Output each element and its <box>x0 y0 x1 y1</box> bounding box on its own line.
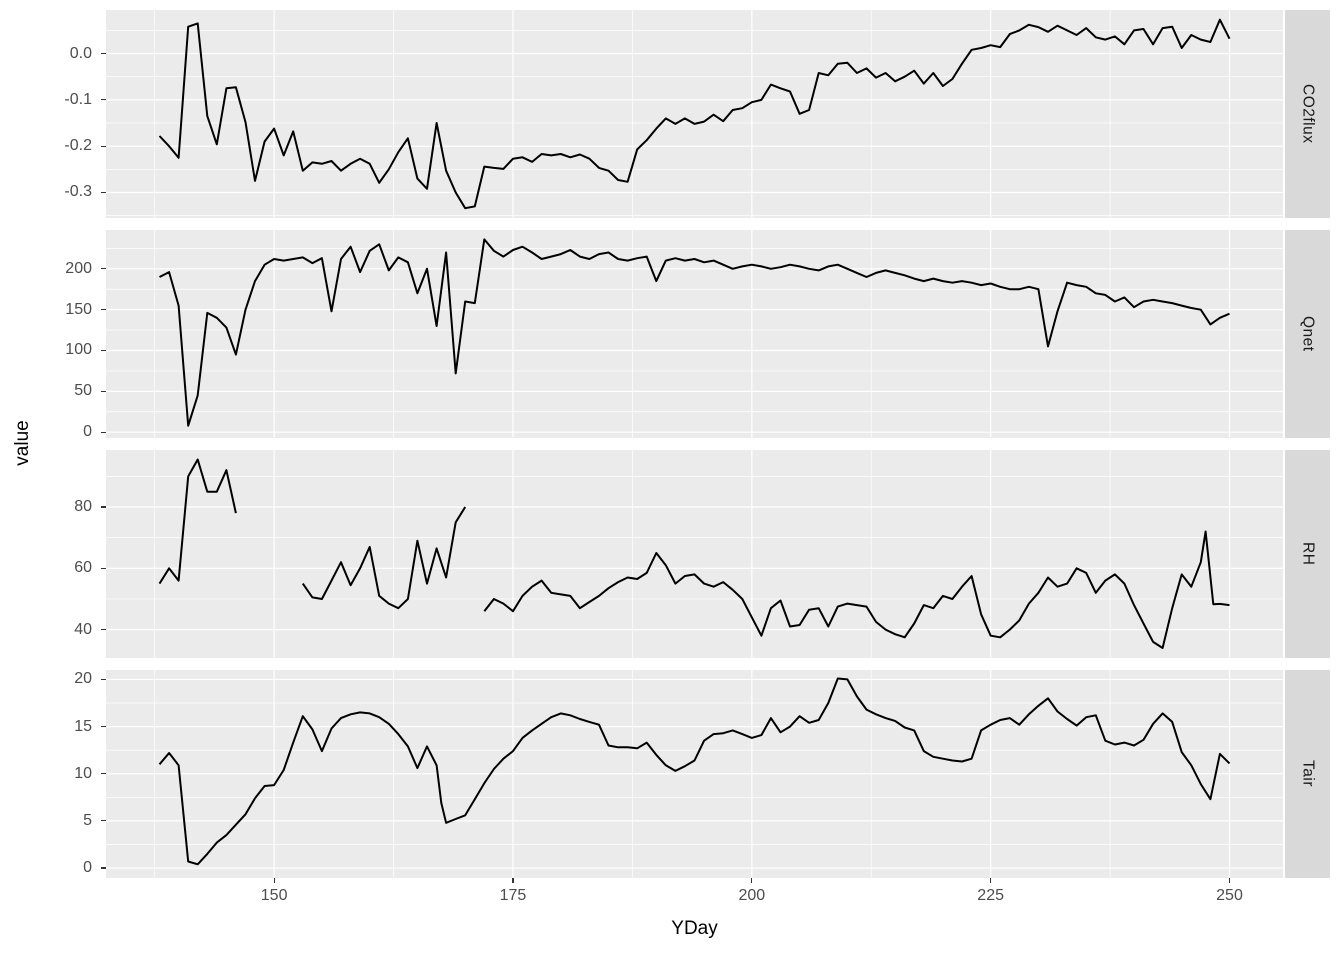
series-line-RH <box>483 530 1230 649</box>
x-tick-label: 175 <box>499 886 527 904</box>
x-tick-mark <box>512 877 514 883</box>
y-tick-label: -0.2 <box>64 137 92 155</box>
y-tick-label: 100 <box>65 341 92 359</box>
y-tick-mark <box>101 629 106 631</box>
facet-strip-label: CO2flux <box>1299 84 1317 144</box>
x-tick-label: 225 <box>977 886 1004 904</box>
y-tick-label: 0 <box>83 423 92 441</box>
y-tick-mark <box>101 820 106 822</box>
y-tick-label: -0.3 <box>64 183 92 201</box>
y-tick-mark <box>101 99 106 101</box>
facet-strip-label: Tair <box>1299 760 1317 788</box>
x-tick-mark <box>990 877 992 883</box>
facet-strip-RH: RH <box>1285 450 1330 658</box>
x-tick-mark <box>273 877 275 883</box>
y-tick-mark <box>101 773 106 775</box>
facet-panel-CO2flux <box>106 10 1283 218</box>
facet-strip-label: RH <box>1299 542 1317 566</box>
y-tick-mark <box>101 725 106 728</box>
facet-strip-CO2flux: CO2flux <box>1285 10 1330 218</box>
y-tick-mark <box>101 678 106 681</box>
y-tick-label: 10 <box>74 764 92 782</box>
y-tick-label: 50 <box>74 382 92 400</box>
x-tick-mark <box>1228 877 1231 883</box>
facet-strip-Qnet: Qnet <box>1285 230 1330 438</box>
x-tick-label: 200 <box>738 886 766 904</box>
y-tick-mark <box>101 867 106 869</box>
facet-plot-CO2flux <box>106 10 1283 218</box>
series-line-CO2flux <box>158 18 1231 210</box>
y-tick-label: 0 <box>83 859 92 877</box>
series-line-RH <box>301 506 467 610</box>
series-line-Qnet <box>159 238 1230 427</box>
y-tick-label: -0.1 <box>64 90 92 108</box>
y-tick-label: 5 <box>83 811 92 829</box>
y-tick-label: 40 <box>74 620 92 638</box>
series-line-RH <box>158 458 237 585</box>
series-line-Tair <box>158 677 1231 866</box>
y-tick-mark <box>101 268 106 270</box>
y-tick-mark <box>101 506 106 508</box>
y-tick-mark <box>101 349 106 352</box>
y-tick-mark <box>101 191 106 194</box>
facet-plot-RH <box>106 450 1283 658</box>
facet-panel-RH <box>106 450 1283 658</box>
y-tick-mark <box>101 567 106 569</box>
y-tick-label: 15 <box>74 717 92 735</box>
x-axis-title: YDay <box>671 917 718 939</box>
y-tick-mark <box>101 390 106 392</box>
y-tick-mark <box>101 145 106 147</box>
y-tick-mark <box>101 309 106 311</box>
facet-plot-Qnet <box>106 230 1283 438</box>
y-tick-mark <box>101 431 106 433</box>
y-axis-title: value <box>12 420 33 466</box>
facet-panel-Qnet <box>106 230 1283 438</box>
y-tick-label: 0.0 <box>69 44 92 62</box>
x-tick-mark <box>751 877 753 883</box>
y-tick-label: 20 <box>74 670 92 688</box>
x-tick-label: 150 <box>260 886 288 904</box>
facet-strip-label: Qnet <box>1299 315 1317 352</box>
facet-strip-Tair: Tair <box>1285 670 1330 878</box>
facet-plot-Tair <box>106 670 1283 878</box>
y-tick-mark <box>101 52 106 55</box>
y-tick-label: 60 <box>74 559 92 577</box>
facet-panel-Tair <box>106 670 1283 878</box>
y-tick-label: 150 <box>65 300 92 318</box>
y-tick-label: 80 <box>74 498 92 515</box>
x-tick-label: 250 <box>1216 886 1243 904</box>
y-tick-label: 200 <box>65 259 92 277</box>
